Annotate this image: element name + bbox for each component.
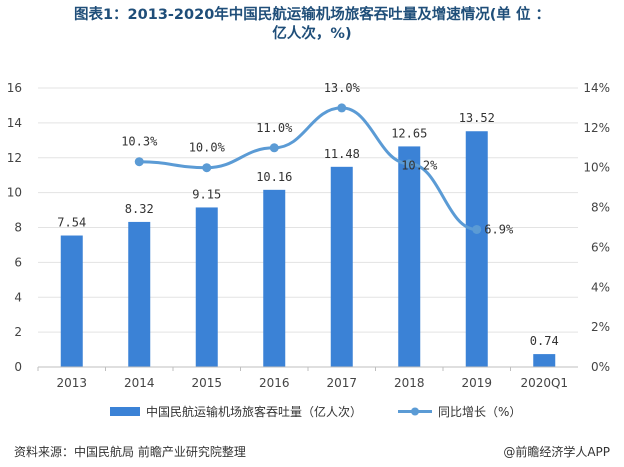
bar-value-label: 12.65 [391, 126, 427, 140]
x-tick-label: 2020Q1 [520, 376, 568, 390]
x-tick-label: 2018 [394, 376, 425, 390]
x-axis: 2013 2014 2015 2016 2017 2018 2019 2020Q1 [37, 366, 578, 390]
bar [330, 166, 353, 367]
x-tick-label: 2013 [56, 376, 87, 390]
growth-point [202, 163, 212, 173]
y-right-tick-label: 14% [583, 81, 610, 95]
legend-bar-swatch [110, 407, 140, 416]
bar-value-label: 0.74 [530, 334, 559, 348]
y-left-tick-label: 12 [7, 151, 22, 165]
bar [263, 189, 286, 367]
y-left-tick-label: 6 [14, 255, 22, 269]
growth-point [134, 157, 144, 167]
x-tick-label: 2014 [124, 376, 155, 390]
y-axis-right: 0% 2% 4% 6% 8% 10% 12% 14% [583, 81, 610, 374]
bar-value-label: 10.16 [256, 170, 292, 184]
legend: 中国民航运输机场旅客吞吐量（亿人次） 同比增长（%） [110, 404, 521, 419]
growth-value-label: 11.0% [256, 121, 293, 135]
y-right-tick-label: 12% [583, 121, 610, 135]
x-tick-label: 2016 [259, 376, 290, 390]
bar-value-label: 7.54 [57, 216, 86, 230]
bar-value-label: 11.48 [324, 147, 360, 161]
growth-point [269, 143, 279, 153]
x-tick-label: 2017 [326, 376, 357, 390]
source-note: 资料来源：中国民航局 前瞻产业研究院整理 [14, 445, 246, 459]
y-left-tick-label: 0 [14, 360, 22, 374]
y-left-tick-label: 14 [7, 116, 22, 130]
y-axis-left: 0 2 4 6 8 10 12 14 16 [7, 81, 22, 374]
chart-title-line1: 图表1：2013-2020年中国民航运输机场旅客吞吐量及增速情况(单 位 ： [73, 7, 551, 23]
x-tick-label: 2019 [461, 376, 492, 390]
growth-value-label: 10.3% [121, 135, 158, 149]
growth-value-label: 13.0% [324, 81, 361, 95]
y-left-tick-label: 16 [7, 81, 22, 95]
bar [60, 235, 83, 367]
x-tick-label: 2015 [191, 376, 222, 390]
y-left-tick-label: 4 [14, 290, 22, 304]
growth-value-label: 6.9% [484, 222, 514, 236]
bar [465, 131, 488, 367]
growth-point [472, 224, 482, 234]
bar-series: 7.54 8.32 9.15 10.16 11.48 12.65 13.52 0.74 [57, 111, 559, 367]
y-right-tick-label: 6% [591, 240, 610, 254]
y-right-tick-label: 2% [591, 320, 610, 334]
bar [398, 146, 421, 367]
growth-value-label: 10.2% [401, 159, 438, 173]
y-right-tick-label: 0% [591, 360, 610, 374]
line-series: 10.3% 10.0% 11.0% 13.0% 10.2% 6.9% [121, 81, 514, 237]
growth-point [337, 103, 347, 113]
y-left-tick-label: 2 [14, 325, 22, 339]
legend-line-label: 同比增长（%） [438, 405, 521, 419]
y-left-tick-label: 8 [14, 221, 22, 235]
gridlines [38, 87, 578, 333]
y-left-tick-label: 10 [7, 186, 22, 200]
y-right-tick-label: 10% [583, 161, 610, 175]
bar [195, 207, 218, 367]
y-right-tick-label: 8% [591, 201, 610, 215]
y-right-tick-label: 4% [591, 280, 610, 294]
bar-value-label: 8.32 [125, 202, 154, 216]
brand-credit: @前瞻经济学人APP [503, 445, 610, 459]
chart-title-line2: 亿人次，%) [272, 26, 352, 42]
bar [533, 354, 556, 367]
legend-bar-label: 中国民航运输机场旅客吞吐量（亿人次） [146, 404, 362, 419]
growth-value-label: 10.0% [189, 141, 226, 155]
legend-line-marker [411, 407, 419, 416]
bar-value-label: 9.15 [192, 187, 221, 201]
bar [128, 221, 151, 367]
chart-title: 图表1：2013-2020年中国民航运输机场旅客吞吐量及增速情况(单 位 ： 亿… [0, 6, 624, 44]
bar-value-label: 13.52 [459, 111, 495, 125]
growth-point [404, 159, 414, 169]
